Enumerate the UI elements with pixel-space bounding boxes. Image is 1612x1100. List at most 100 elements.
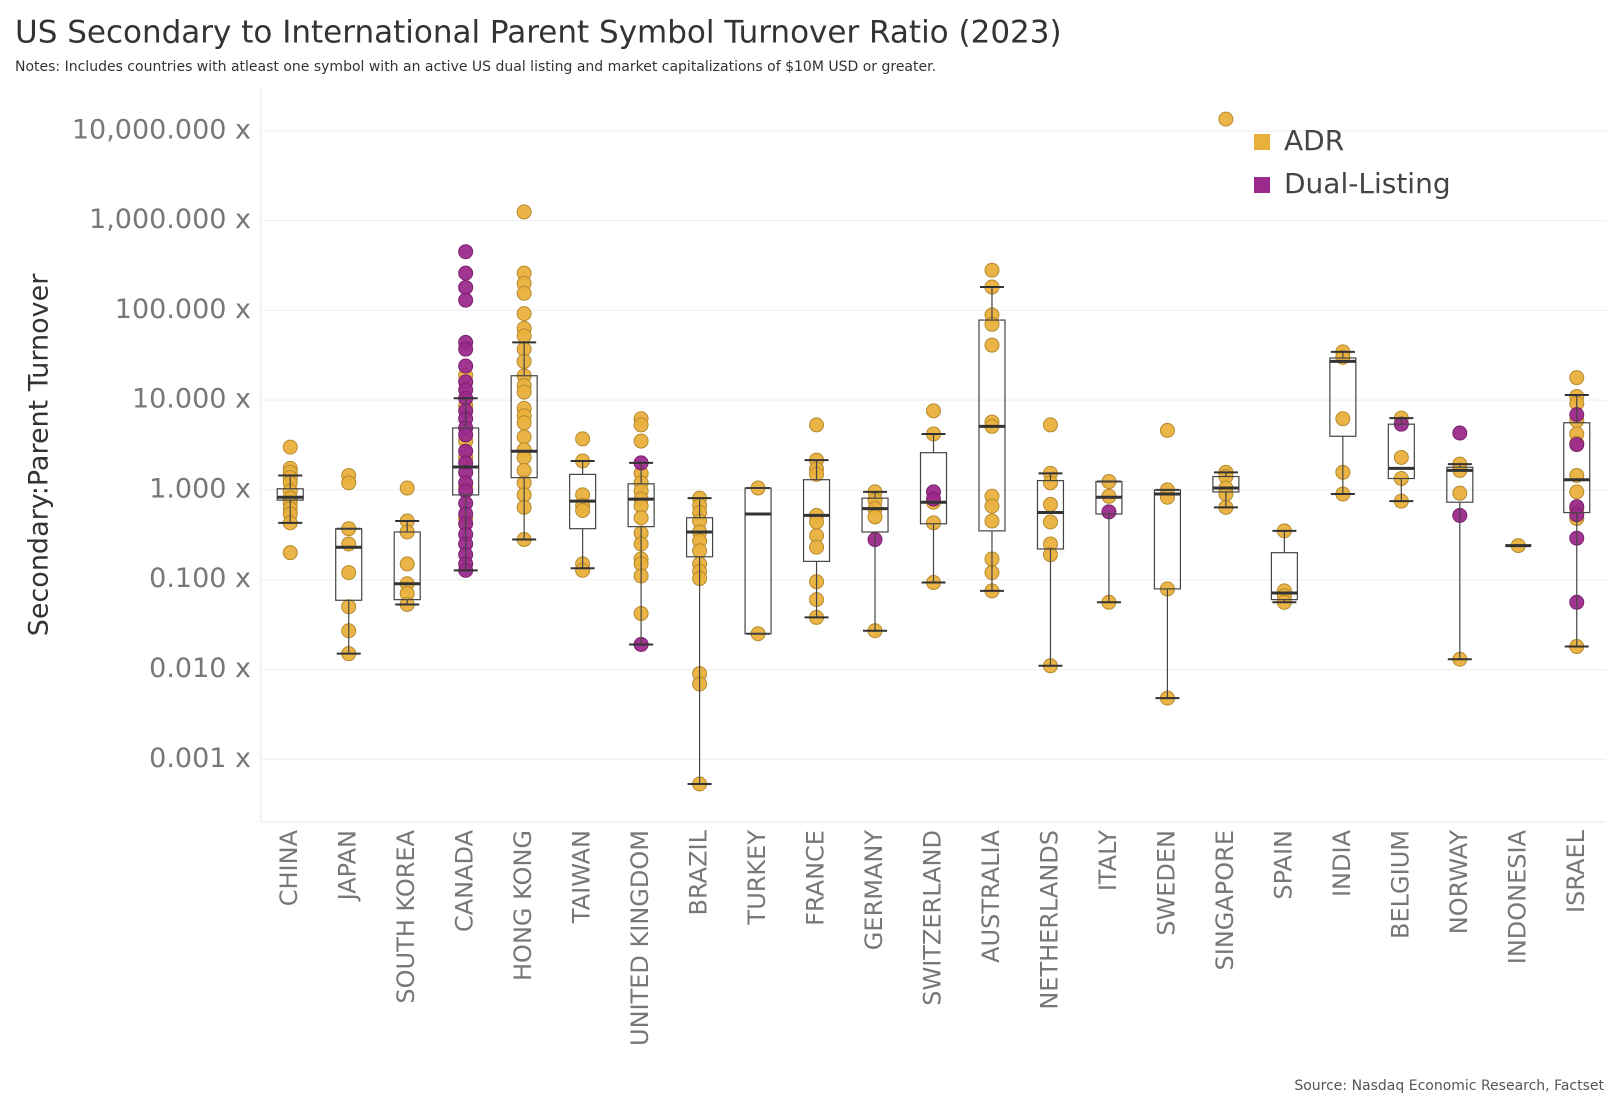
x-tick-label: HONG KONG xyxy=(509,830,537,981)
data-point xyxy=(516,462,532,478)
x-tick-label: SOUTH KOREA xyxy=(392,829,420,1003)
x-tick-label: NORWAY xyxy=(1445,830,1473,935)
x-tick-label: BELGIUM xyxy=(1386,830,1414,939)
box xyxy=(1153,489,1182,590)
data-point xyxy=(1452,425,1468,441)
data-point xyxy=(633,510,649,526)
data-point xyxy=(984,262,1000,278)
data-point xyxy=(926,403,941,419)
box xyxy=(276,488,304,501)
data-point xyxy=(341,475,357,491)
y-tick-label: 1,000.000 x xyxy=(89,204,251,235)
box xyxy=(452,427,480,496)
data-point xyxy=(399,480,415,496)
source-note: Source: Nasdaq Economic Research, Factse… xyxy=(1294,1078,1604,1094)
box xyxy=(1036,480,1065,550)
y-axis-label: Secondary:Parent Turnover xyxy=(24,273,55,636)
data-point xyxy=(1569,370,1585,386)
data-point xyxy=(809,539,825,555)
data-point xyxy=(984,337,1000,353)
x-tick-label: AUSTRALIA xyxy=(977,829,1005,962)
data-point xyxy=(575,431,591,447)
data-point xyxy=(516,429,532,445)
data-point xyxy=(458,341,474,357)
data-point xyxy=(282,545,298,561)
box xyxy=(335,528,363,601)
data-point xyxy=(458,292,474,308)
x-tick-label: CHINA xyxy=(275,829,303,906)
x-tick-label: BRAZIL xyxy=(685,829,713,915)
data-point xyxy=(1393,449,1409,465)
box xyxy=(861,497,889,533)
data-point xyxy=(1042,417,1058,433)
box xyxy=(1212,475,1240,493)
x-tick-label: TAIWAN xyxy=(568,830,596,924)
data-point xyxy=(458,279,474,295)
box xyxy=(510,375,538,479)
x-tick-label: TURKEY xyxy=(743,830,771,926)
x-tick-label: JAPAN xyxy=(334,830,362,902)
data-point xyxy=(516,285,532,301)
box xyxy=(1563,422,1591,514)
data-point xyxy=(1042,496,1058,512)
data-point xyxy=(516,415,532,431)
box xyxy=(919,452,948,525)
box xyxy=(1270,552,1298,601)
x-tick-label: SWITZERLAND xyxy=(919,830,947,1006)
data-point xyxy=(341,536,357,552)
data-point xyxy=(458,358,474,374)
data-point xyxy=(341,565,357,581)
x-tick-label: INDIA xyxy=(1328,829,1356,897)
data-point xyxy=(458,244,474,260)
data-point xyxy=(458,265,474,281)
y-tick-label: 0.100 x xyxy=(149,563,251,594)
data-point xyxy=(809,417,825,433)
data-point xyxy=(516,204,532,220)
box xyxy=(1446,466,1474,503)
data-point xyxy=(1042,514,1058,530)
x-tick-label: SWEDEN xyxy=(1152,830,1180,936)
legend-swatch xyxy=(1254,134,1270,150)
box xyxy=(393,531,421,601)
data-point xyxy=(926,491,941,507)
y-tick-label: 100.000 x xyxy=(115,294,251,325)
data-point xyxy=(399,556,415,572)
data-point xyxy=(1335,411,1351,427)
data-point xyxy=(282,439,298,455)
data-point xyxy=(458,427,474,443)
x-tick-label: UNITED KINGDOM xyxy=(626,830,654,1046)
box xyxy=(802,479,831,562)
y-tick-label: 10,000.000 x xyxy=(72,114,251,145)
data-point xyxy=(516,328,532,344)
box xyxy=(685,517,714,558)
x-tick-label: SINGAPORE xyxy=(1211,830,1239,970)
x-tick-label: ISRAEL xyxy=(1562,829,1590,913)
box xyxy=(627,483,655,528)
data-point xyxy=(1569,437,1585,453)
y-tick-label: 1.000 x xyxy=(149,473,251,504)
data-point xyxy=(516,306,532,322)
x-tick-label: GERMANY xyxy=(860,830,888,951)
data-point xyxy=(633,417,649,433)
x-tick-label: SPAIN xyxy=(1269,830,1297,900)
x-tick-label: FRANCE xyxy=(802,830,830,926)
data-point xyxy=(692,543,708,559)
data-point xyxy=(1159,422,1175,438)
x-tick-label: CANADA xyxy=(451,829,479,932)
data-point xyxy=(575,503,591,519)
x-tick-label: INDONESIA xyxy=(1503,829,1531,964)
data-point xyxy=(516,384,532,400)
chart-subtitle: Notes: Includes countries with atleast o… xyxy=(15,59,936,75)
legend-label: ADR xyxy=(1284,124,1344,157)
data-point xyxy=(984,513,1000,529)
legend-swatch xyxy=(1254,177,1270,193)
chart-title: US Secondary to International Parent Sym… xyxy=(15,15,1062,51)
box xyxy=(744,487,772,635)
box xyxy=(1329,357,1357,437)
x-tick-label: ITALY xyxy=(1094,830,1122,891)
data-point xyxy=(1218,111,1234,127)
y-tick-label: 0.001 x xyxy=(149,743,251,774)
y-tick-label: 10.000 x xyxy=(132,384,251,415)
